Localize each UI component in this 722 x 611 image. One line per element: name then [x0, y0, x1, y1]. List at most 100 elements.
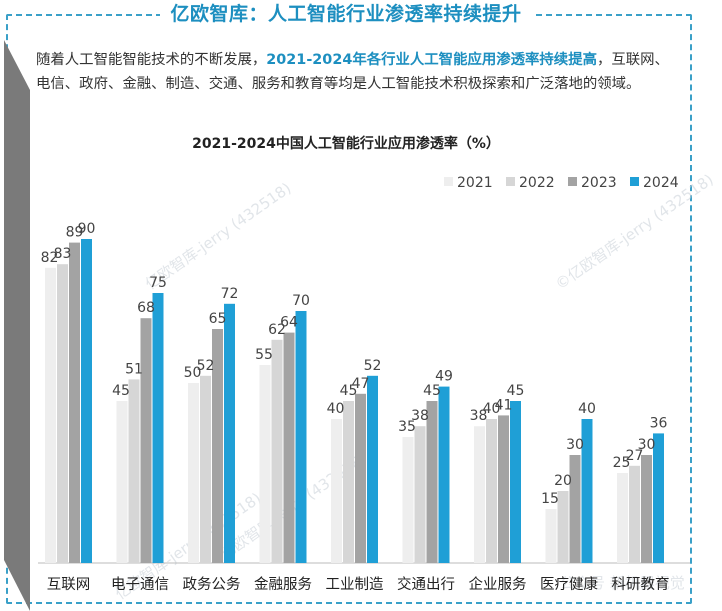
value-label: 90 [78, 221, 96, 237]
watermark-text: 公众号 新机器视觉 [560, 574, 685, 592]
bar-2024 [295, 311, 307, 563]
category-label: 电子通信 [111, 576, 169, 593]
legend-label-2022: 2022 [519, 175, 555, 191]
bar-2023 [283, 332, 295, 563]
bar-2023 [140, 318, 152, 563]
bar-2021 [474, 426, 485, 563]
value-label: 45 [112, 383, 130, 399]
value-label: 75 [149, 275, 167, 291]
intro-text-2: ，互联网、电信、政府、金融、制造、交通、服务和教育等均是人工智能技术积极探索和广… [36, 52, 669, 92]
bar-2023 [569, 455, 581, 563]
value-label: 68 [137, 300, 155, 316]
bar-2022 [414, 426, 426, 563]
value-label: 15 [541, 491, 559, 507]
value-label: 40 [327, 401, 345, 417]
side-shadow-band [4, 40, 30, 611]
value-label: 40 [578, 401, 596, 417]
intro-highlight: 2021-2024年各行业人工智能应用渗透率持续提高 [266, 52, 597, 68]
bar-2021 [116, 401, 128, 563]
value-label: 83 [54, 246, 72, 262]
category-label: 科研教育 [612, 576, 670, 593]
value-label: 51 [125, 361, 143, 377]
legend-label-2021: 2021 [457, 175, 493, 191]
value-label: 45 [423, 383, 441, 399]
bar-2022 [271, 339, 283, 563]
category-label: 政务公务 [183, 576, 241, 593]
bar-2022 [557, 491, 569, 563]
value-label: 52 [197, 358, 215, 374]
category-label: 交通出行 [397, 575, 455, 593]
legend-swatch-2021 [444, 177, 453, 186]
value-label: 64 [280, 315, 298, 331]
bar-2021 [188, 383, 199, 563]
bar-2023 [355, 393, 366, 563]
bar-2021 [45, 267, 56, 563]
value-label: 41 [495, 397, 513, 413]
bar-2024 [224, 303, 235, 563]
value-label: 45 [507, 383, 525, 399]
value-label: 52 [364, 358, 382, 374]
value-label: 25 [613, 455, 631, 471]
category-label: 企业服务 [469, 575, 527, 593]
legend-swatch-2023 [568, 177, 577, 186]
bar-2022 [486, 419, 497, 563]
legend-swatch-2022 [506, 177, 515, 186]
legend: 2021 2022 2023 2024 [444, 175, 679, 191]
value-label: 50 [184, 365, 202, 381]
bar-2021 [617, 473, 628, 563]
value-label: 89 [66, 225, 84, 241]
bar-2024 [438, 386, 450, 563]
value-label: 49 [435, 369, 453, 385]
legend-label-2024: 2024 [643, 175, 679, 191]
bar-2022 [629, 465, 640, 563]
bar-2021 [545, 509, 557, 563]
category-labels: 互联网 电子通信 政务公务 金融服务 工业制造 交通出行 企业服务 医疗健康 科研教育 [47, 575, 670, 593]
bar-2021 [259, 365, 271, 563]
bar-2023 [641, 455, 652, 563]
value-label: 55 [255, 347, 273, 363]
bar-2022 [128, 379, 140, 563]
watermark-text: ©亿欧智库-jerry (432518) [552, 170, 717, 293]
value-label: 40 [483, 401, 501, 417]
bar-2022 [57, 264, 68, 563]
category-label: 互联网 [47, 576, 91, 593]
value-label: 30 [566, 437, 584, 453]
category-label: 金融服务 [254, 576, 312, 593]
title-wrap: 亿欧智库：人工智能行业渗透率持续提升 [0, 2, 692, 26]
value-labels: 8283899045516875505265725562647040454752… [41, 221, 668, 507]
bar-2024 [510, 401, 521, 563]
intro-text-1: 随着人工智能智能技术的不断发展， [36, 52, 267, 68]
value-label: 70 [292, 293, 310, 309]
bar-2023 [69, 242, 80, 563]
value-label: 38 [470, 408, 488, 424]
bar-2023 [212, 329, 223, 563]
bar-2024 [81, 239, 92, 563]
value-label: 27 [626, 448, 644, 464]
legend-swatch-2024 [630, 177, 639, 186]
bar-2024 [367, 375, 378, 563]
chart-title: 2021-2024中国人工智能行业应用渗透率（%） [192, 136, 500, 152]
category-label: 医疗健康 [540, 576, 598, 593]
bar-2022 [343, 401, 354, 563]
bar-2022 [200, 375, 211, 563]
value-label: 20 [554, 473, 572, 489]
legend-label-2023: 2023 [581, 175, 617, 191]
bar-2024 [581, 419, 593, 563]
value-label: 47 [352, 376, 370, 392]
bar-2023 [426, 401, 438, 563]
category-label: 工业制造 [326, 576, 384, 593]
value-label: 30 [638, 437, 656, 453]
bar-2021 [331, 419, 342, 563]
bar-2024 [152, 293, 164, 563]
bars-group [45, 239, 664, 563]
value-label: 62 [268, 322, 286, 338]
bar-2024 [653, 433, 664, 563]
value-label: 45 [340, 383, 358, 399]
bar-2021 [402, 437, 414, 563]
value-label: 65 [209, 311, 227, 327]
page-title: 亿欧智库：人工智能行业渗透率持续提升 [160, 2, 532, 26]
side-decoration [4, 40, 30, 611]
value-label: 38 [411, 408, 429, 424]
bar-2023 [498, 415, 509, 563]
